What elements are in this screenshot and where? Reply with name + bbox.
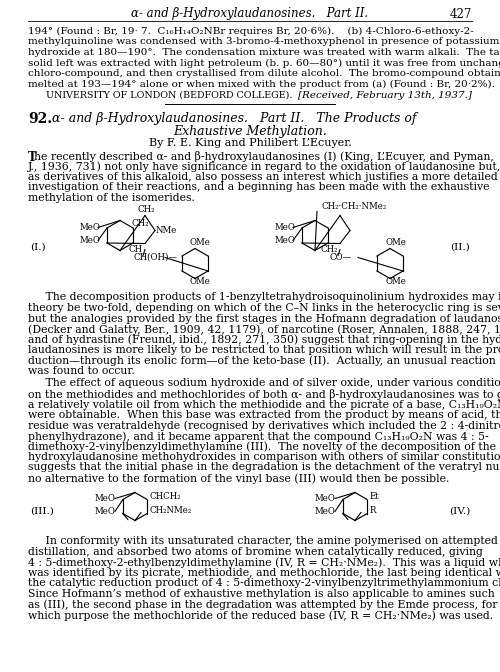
Text: suggests that the initial phase in the degradation is the detachment of the vera: suggests that the initial phase in the d… xyxy=(28,462,500,472)
Text: UNIVERSITY OF LONDON (BEDFORD COLLEGE).: UNIVERSITY OF LONDON (BEDFORD COLLEGE). xyxy=(46,91,292,100)
Text: 4 : 5-dimethoxy-2-ethylbenzyldimethylamine (IV, R = CH₂·NMe₂).  This was a liqui: 4 : 5-dimethoxy-2-ethylbenzyldimethylami… xyxy=(28,558,500,568)
Text: CHCH₂: CHCH₂ xyxy=(150,492,182,501)
Text: CH(OH)—: CH(OH)— xyxy=(133,253,177,262)
Text: In conformity with its unsaturated character, the amine polymerised on attempted: In conformity with its unsaturated chara… xyxy=(28,536,498,546)
Text: MeO: MeO xyxy=(95,507,116,516)
Text: CH₂·CH₂·NMe₂: CH₂·CH₂·NMe₂ xyxy=(322,202,387,211)
Text: hydroxide at 180—190°.  The condensation mixture was treated with warm alkali.  : hydroxide at 180—190°. The condensation … xyxy=(28,48,500,57)
Text: but the analogies provided by the first stages in the Hofmann degradation of lau: but the analogies provided by the first … xyxy=(28,314,500,323)
Text: CH₂: CH₂ xyxy=(137,206,155,214)
Text: (I.): (I.) xyxy=(30,243,46,251)
Text: phenylhydrazone), and it became apparent that the compound C₁₃H₁₉O₂N was 4 : 5-: phenylhydrazone), and it became apparent… xyxy=(28,431,488,442)
Text: [Received, February 13th, 1937.]: [Received, February 13th, 1937.] xyxy=(298,91,472,100)
Text: laudanosines is more likely to be restricted to that position which will result : laudanosines is more likely to be restri… xyxy=(28,345,500,355)
Text: methylation of the isomerides.: methylation of the isomerides. xyxy=(28,193,195,203)
Text: J., 1936, 731) not only have significance in regard to the oxidation of laudanos: J., 1936, 731) not only have significanc… xyxy=(28,161,500,172)
Text: duction—through its enolic form—of the keto-base (II).  Actually, an unusual rea: duction—through its enolic form—of the k… xyxy=(28,355,496,366)
Text: OMe: OMe xyxy=(190,277,211,286)
Text: distillation, and absorbed two atoms of bromine when catalytically reduced, givi: distillation, and absorbed two atoms of … xyxy=(28,547,483,557)
Text: CH₂: CH₂ xyxy=(320,245,338,253)
Text: OMe: OMe xyxy=(190,238,211,247)
Text: dimethoxy-2-vinylbenzyldimethylamine (III).  The novelty of the decomposition of: dimethoxy-2-vinylbenzyldimethylamine (II… xyxy=(28,442,496,452)
Text: CH₂: CH₂ xyxy=(131,220,148,228)
Text: NMe: NMe xyxy=(156,226,178,235)
Text: MeO: MeO xyxy=(275,236,296,245)
Text: as derivatives of this alkaloid, also possess an interest which justifies a more: as derivatives of this alkaloid, also po… xyxy=(28,172,498,182)
Text: and of hydrastine (Freund, ibid., 1892, 271, 350) suggest that ring-opening in t: and of hydrastine (Freund, ibid., 1892, … xyxy=(28,335,500,345)
Text: (IV.): (IV.) xyxy=(449,507,470,515)
Text: hydroxylaudanosine methohydroxides in comparison with others of similar constitu: hydroxylaudanosine methohydroxides in co… xyxy=(28,452,500,462)
Text: CH₂NMe₂: CH₂NMe₂ xyxy=(150,506,192,515)
Text: Et: Et xyxy=(370,492,380,501)
Text: 427: 427 xyxy=(450,7,472,21)
Text: MeO: MeO xyxy=(95,494,116,503)
Text: (III.): (III.) xyxy=(30,507,54,515)
Text: OMe: OMe xyxy=(385,277,406,286)
Text: The effect of aqueous sodium hydroxide and of silver oxide, under various condit: The effect of aqueous sodium hydroxide a… xyxy=(28,378,500,388)
Text: 194° (Found : Br, 19· 7.  C₁₆H₁₄O₂NBr requires Br, 20·6%).    (b) 4-Chloro-6-eth: 194° (Found : Br, 19· 7. C₁₆H₁₄O₂NBr req… xyxy=(28,27,474,36)
Text: CO—: CO— xyxy=(330,253,352,262)
Text: OMe: OMe xyxy=(385,238,406,247)
Text: Since Hofmann’s method of exhaustive methylation is also applicable to amines su: Since Hofmann’s method of exhaustive met… xyxy=(28,589,495,599)
Text: chloro-compound, and then crystallised from dilute alcohol.  The bromo-compound : chloro-compound, and then crystallised f… xyxy=(28,69,500,78)
Text: solid left was extracted with light petroleum (b. p. 60—80°) until it was free f: solid left was extracted with light petr… xyxy=(28,58,500,68)
Text: α- and β-Hydroxylaudanosines.   Part II.: α- and β-Hydroxylaudanosines. Part II. xyxy=(132,7,368,21)
Text: investigation of their reactions, and a beginning has been made with the exhaust: investigation of their reactions, and a … xyxy=(28,183,489,192)
Text: CH: CH xyxy=(129,245,143,253)
Text: was found to occur.: was found to occur. xyxy=(28,366,135,376)
Text: MeO: MeO xyxy=(315,507,336,516)
Text: melted at 193—194° alone or when mixed with the product from (a) (Found : Br, 20: melted at 193—194° alone or when mixed w… xyxy=(28,79,495,89)
Text: on the methiodides and methochlorides of both α- and β-hydroxylaudanosines was t: on the methiodides and methochlorides of… xyxy=(28,389,500,400)
Text: no alternative to the formation of the vinyl base (III) would then be possible.: no alternative to the formation of the v… xyxy=(28,473,450,484)
Text: the catalytic reduction product of 4 : 5-dimethoxy-2-vinylbenzyltrimethylammoniu: the catalytic reduction product of 4 : 5… xyxy=(28,579,500,589)
Text: By F. E. King and Philibert L’Ecuyer.: By F. E. King and Philibert L’Ecuyer. xyxy=(148,138,352,148)
Text: were obtainable.  When this base was extracted from the product by means of acid: were obtainable. When this base was extr… xyxy=(28,410,500,420)
Text: (II.): (II.) xyxy=(450,243,470,251)
Text: (Decker and Galatty, Ber., 1909, 42, 1179), of narcotine (Roser, Annalen, 1888, : (Decker and Galatty, Ber., 1909, 42, 117… xyxy=(28,324,500,335)
Text: R: R xyxy=(370,506,376,515)
Text: theory be two-fold, depending on which of the C–N links in the heterocyclic ring: theory be two-fold, depending on which o… xyxy=(28,303,500,313)
Text: he recently described α- and β-hydroxylaudanosines (I) (King, L’Ecuyer, and Pyma: he recently described α- and β-hydroxyla… xyxy=(34,151,494,162)
Text: was identified by its picrate, methiodide, and methochloride, the last being ide: was identified by its picrate, methiodid… xyxy=(28,568,500,578)
Text: T: T xyxy=(28,151,37,164)
Text: a relatively volatile oil from which the methiodide and the picrate of a base, C: a relatively volatile oil from which the… xyxy=(28,399,500,409)
Text: which purpose the methochloride of the reduced base (IV, R = CH₂·NMe₂) was used.: which purpose the methochloride of the r… xyxy=(28,610,493,620)
Text: MeO: MeO xyxy=(80,236,101,245)
Text: MeO: MeO xyxy=(80,223,101,232)
Text: α- and β-Hydroxylaudanosines.   Part II.   The Products of: α- and β-Hydroxylaudanosines. Part II. T… xyxy=(52,112,416,125)
Text: MeO: MeO xyxy=(275,223,296,232)
Text: Exhaustive Methylation.: Exhaustive Methylation. xyxy=(173,125,327,138)
Text: as (III), the second phase in the degradation was attempted by the Emde process,: as (III), the second phase in the degrad… xyxy=(28,599,498,610)
Text: 92.: 92. xyxy=(28,112,52,126)
Text: residue was veratraldehyde (recognised by derivatives which included the 2 : 4-d: residue was veratraldehyde (recognised b… xyxy=(28,421,500,431)
Text: The decomposition products of 1-benzyltetrahydroisoquinolinium hydroxides may in: The decomposition products of 1-benzylte… xyxy=(28,292,500,302)
Text: methylquinoline was condensed with 3-bromo-4-methoxyphenol in presence of potass: methylquinoline was condensed with 3-bro… xyxy=(28,38,500,46)
Text: MeO: MeO xyxy=(315,494,336,503)
